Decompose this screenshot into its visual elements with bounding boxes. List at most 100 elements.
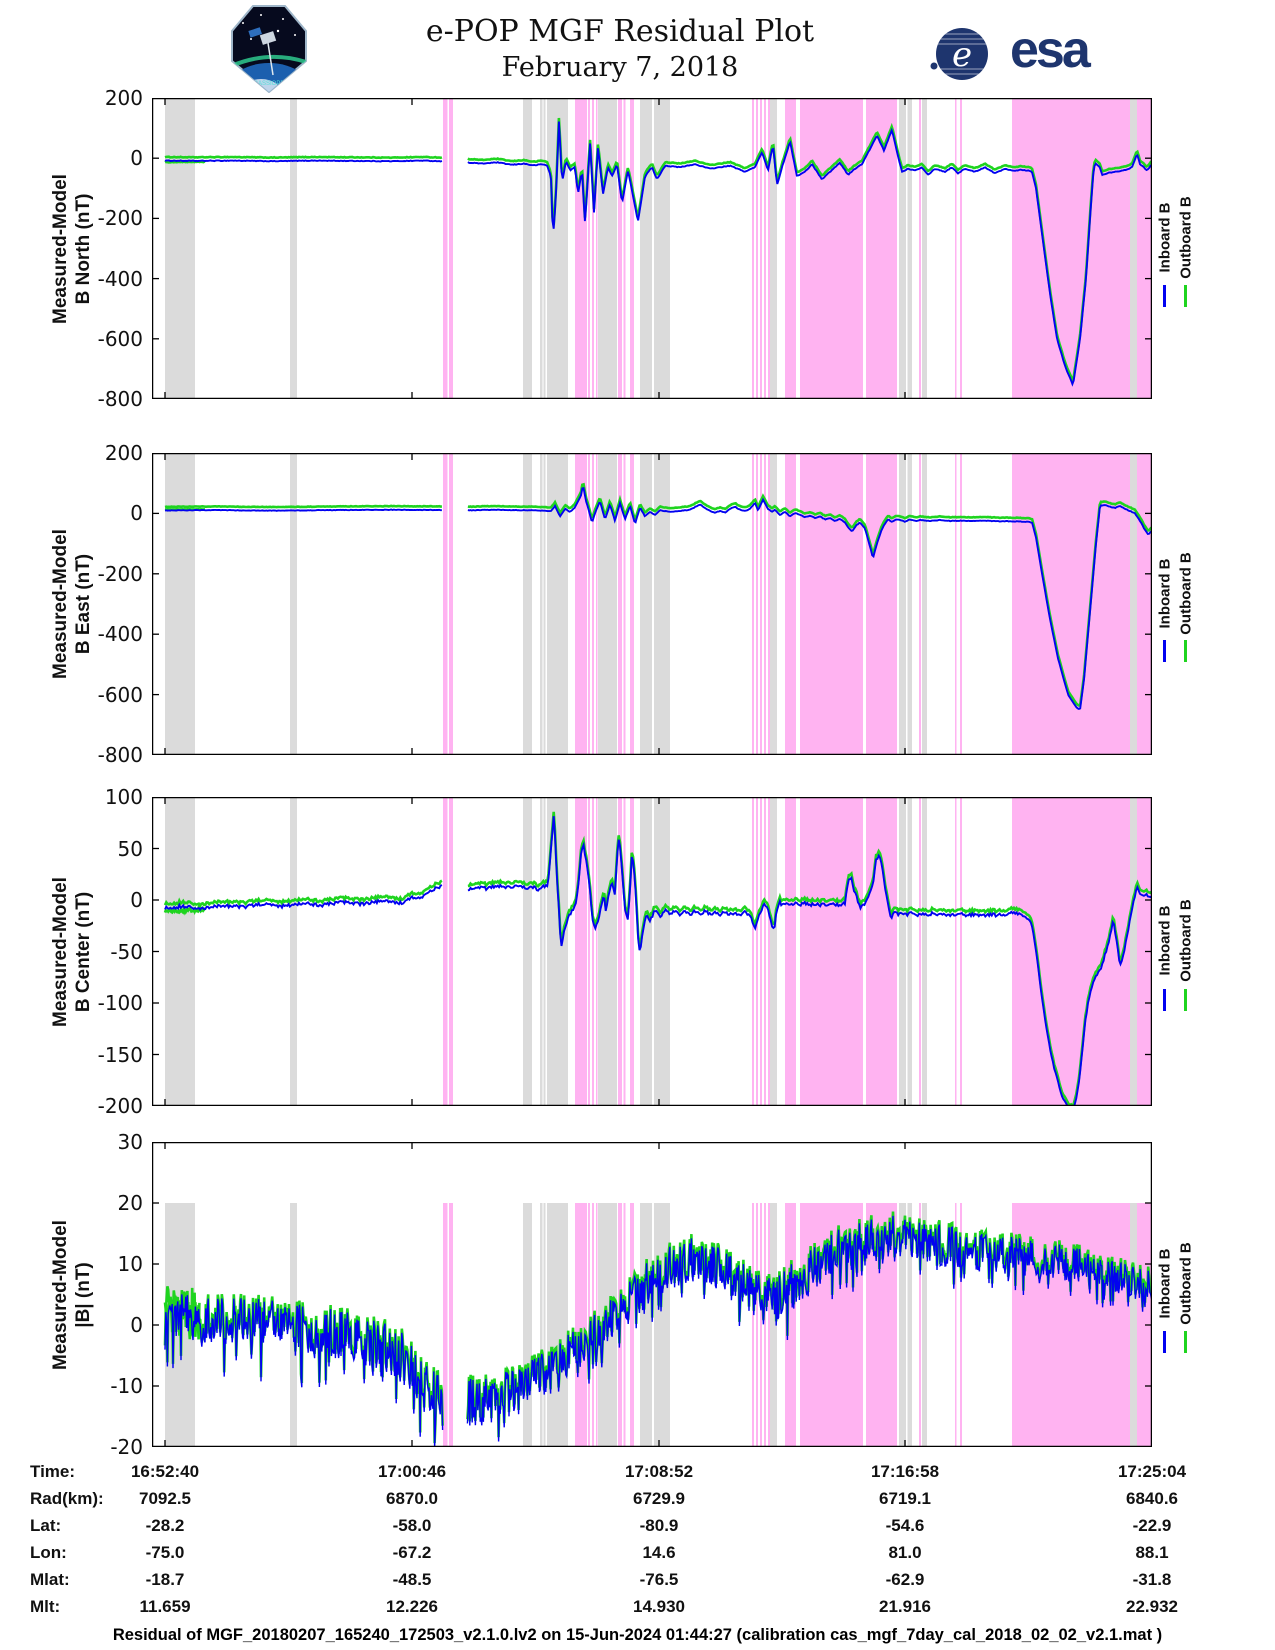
table-row-label: Rad(km):	[30, 1489, 104, 1508]
pink-flag-band	[443, 1203, 448, 1447]
legend-marker-inboard	[1163, 1331, 1166, 1353]
table-row-label: Time:	[30, 1462, 76, 1481]
table-cell: 17:16:58	[870, 1462, 940, 1481]
pink-flag-band	[596, 453, 598, 755]
y-tick-label: 0	[130, 1313, 143, 1337]
pink-flag-band	[618, 98, 622, 399]
inboard-b-line	[164, 1215, 1152, 1447]
table-cell: -76.5	[639, 1570, 679, 1589]
gray-flag-band	[523, 1203, 532, 1447]
gray-flag-band	[290, 797, 297, 1106]
legend-label-outboard: Outboard B	[1177, 552, 1195, 635]
gray-flag-band	[922, 1203, 927, 1447]
y-axis-label-line2: B Center (nT)	[73, 891, 94, 1013]
y-tick-label: -400	[97, 267, 143, 291]
pink-flag-band	[575, 453, 587, 755]
pink-flag-band	[592, 797, 594, 1106]
pink-flag-band	[449, 98, 453, 399]
cassiope-mission-patch: CASSIOPE	[231, 5, 307, 93]
pink-flag-band	[443, 98, 448, 399]
gray-flag-band	[165, 797, 195, 1106]
y-tick-label: -400	[97, 622, 143, 646]
legend-marker-outboard	[1184, 1331, 1187, 1353]
pink-flag-band	[955, 98, 957, 399]
pink-flag-band	[785, 797, 796, 1106]
gray-flag-band	[523, 453, 532, 755]
legend-marker-inboard	[1163, 989, 1166, 1011]
pink-flag-band	[800, 98, 863, 399]
legend-marker-outboard	[1184, 640, 1187, 662]
axes-frame	[152, 453, 1152, 755]
gray-flag-band	[770, 453, 777, 755]
pink-flag-band	[800, 453, 863, 755]
pink-flag-band	[596, 797, 598, 1106]
pink-flag-band	[443, 453, 448, 755]
pink-flag-band	[960, 98, 962, 399]
pink-flag-band	[1012, 453, 1130, 755]
gray-flag-band	[640, 453, 652, 755]
gray-flag-band	[770, 1203, 777, 1447]
table-cell: 17:25:04	[1117, 1462, 1187, 1481]
gray-flag-band	[547, 1203, 568, 1447]
gray-flag-band	[547, 453, 568, 755]
table-cell: 7092.5	[139, 1489, 191, 1508]
pink-flag-band	[768, 797, 770, 1106]
table-cell: -18.7	[145, 1570, 185, 1589]
y-tick-label: 200	[104, 441, 143, 465]
y-axis-label-line1: Measured-Model	[50, 1220, 71, 1370]
pink-flag-band	[1137, 797, 1152, 1106]
gray-flag-band	[654, 1203, 670, 1447]
pink-flag-band	[630, 1203, 634, 1447]
table-cell: 17:08:52	[624, 1462, 694, 1481]
pink-flag-band	[919, 98, 921, 399]
y-axis-label: Measured-Model B Center (nT)	[49, 792, 95, 1112]
panel-b-center-nt-	[152, 797, 1152, 1106]
gray-flag-band	[1130, 98, 1137, 399]
y-axis-label-line1: Measured-Model	[50, 877, 71, 1027]
gray-flag-band	[543, 453, 546, 755]
gray-flag-band	[770, 797, 777, 1106]
pink-flag-band	[960, 453, 962, 755]
y-axis-label-line1: Measured-Model	[50, 529, 71, 679]
table-cell: -62.9	[885, 1570, 925, 1589]
table-cell: -31.8	[1132, 1570, 1172, 1589]
pink-flag-band	[752, 1203, 754, 1447]
pink-flag-band	[596, 98, 598, 399]
pink-flag-band	[630, 453, 634, 755]
y-axis-label: Measured-Model |B| (nT)	[49, 1135, 95, 1455]
y-tick-label: -200	[97, 562, 143, 586]
gray-flag-band	[598, 797, 617, 1106]
axes-frame	[152, 1142, 1152, 1447]
y-tick-label: -100	[97, 991, 143, 1015]
gray-flag-band	[598, 98, 617, 399]
pink-flag-band	[760, 797, 762, 1106]
panel--b-nt-	[152, 1142, 1152, 1447]
y-axis-label-line2: |B| (nT)	[73, 1262, 94, 1328]
gray-flag-band	[165, 98, 195, 399]
pink-flag-band	[760, 1203, 762, 1447]
table-cell: 88.1	[1135, 1543, 1169, 1562]
pink-flag-band	[623, 1203, 626, 1447]
gray-flag-band	[640, 1203, 652, 1447]
y-tick-label: -200	[97, 206, 143, 230]
legend-label-inboard: Inboard B	[1156, 1248, 1174, 1319]
footer-provenance-text: Residual of MGF_20180207_165240_172503_v…	[112, 1626, 1163, 1644]
gray-flag-band	[290, 453, 297, 755]
legend-label-inboard: Inboard B	[1156, 202, 1174, 273]
gray-flag-band	[1130, 1203, 1137, 1447]
patch-label: CASSIOPE	[254, 81, 285, 87]
pink-flag-band	[618, 797, 622, 1106]
table-cell: 17:00:46	[377, 1462, 447, 1481]
pink-flag-band	[630, 98, 634, 399]
pink-flag-band	[764, 797, 766, 1106]
pink-flag-band	[618, 453, 622, 755]
esa-logo: e esa	[928, 21, 1091, 80]
pink-flag-band	[866, 453, 897, 755]
y-tick-label: 10	[117, 1252, 143, 1276]
y-tick-label: 30	[117, 1130, 143, 1154]
gray-flag-band	[523, 797, 532, 1106]
pink-flag-band	[768, 453, 770, 755]
y-tick-label: 100	[104, 785, 143, 809]
pink-flag-band	[575, 98, 587, 399]
